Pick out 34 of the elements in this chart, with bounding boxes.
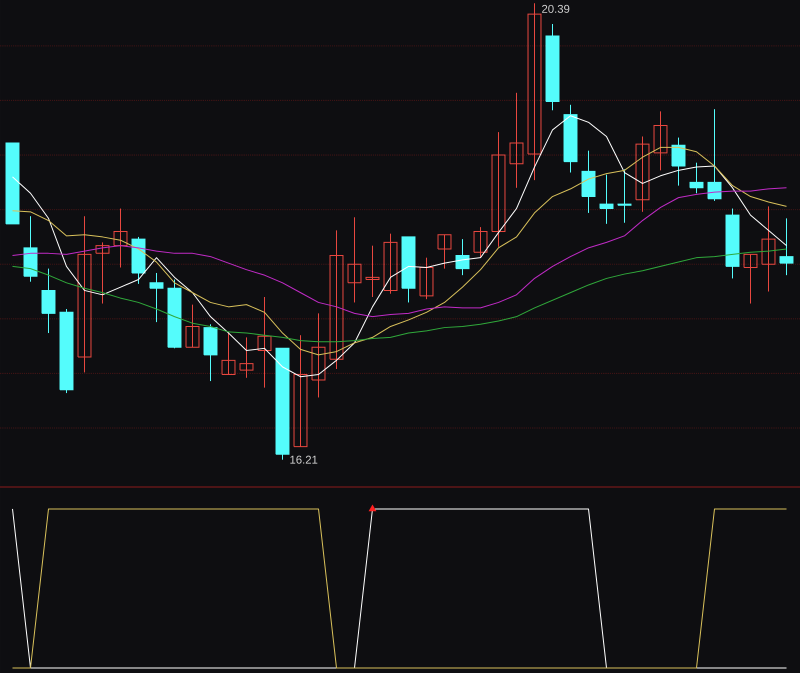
candlestick [618, 168, 632, 224]
candlestick [96, 242, 110, 304]
candlestick [330, 230, 344, 370]
annotation: 16.21 [290, 456, 318, 464]
annotation: 20.39 [542, 4, 570, 13]
candlestick [384, 233, 398, 294]
candlestick [510, 92, 524, 188]
candlestick [528, 2, 542, 181]
candlestick [690, 162, 704, 194]
candlestick [600, 174, 614, 224]
candlestick [654, 110, 668, 171]
candlestick [78, 216, 92, 373]
candlestick [258, 296, 272, 388]
candlestick [114, 208, 128, 268]
candlestick [636, 136, 650, 212]
candlestick [762, 206, 776, 292]
candlestick [42, 268, 56, 334]
candlestick [672, 137, 686, 186]
candlestick [744, 254, 758, 304]
candlestick [438, 234, 452, 270]
candlestick [348, 216, 362, 303]
candlestick [150, 272, 164, 323]
candlestick [708, 108, 722, 202]
candlestick [366, 245, 380, 298]
candlestick [474, 226, 488, 258]
candlestick [492, 132, 506, 248]
candlestick [420, 257, 434, 300]
candlestick [780, 218, 794, 276]
candlestick [240, 336, 254, 378]
candlestick [456, 238, 470, 276]
candlestick [222, 331, 236, 376]
candlestick [312, 312, 326, 398]
candlestick [294, 334, 308, 448]
candlestick [186, 304, 200, 348]
